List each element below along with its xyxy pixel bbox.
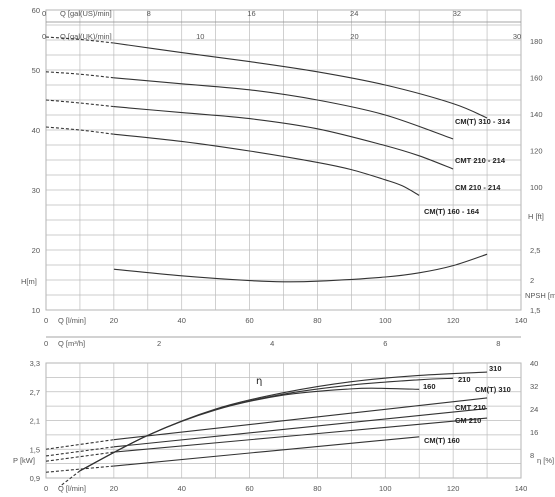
power-x-tick-label: 40 xyxy=(178,484,186,493)
gal-uk-tick-label: 30 xyxy=(513,32,521,41)
m3h-tick-label: 0 xyxy=(44,339,48,348)
gal-uk-tick-label: 10 xyxy=(196,32,204,41)
power-x-tick-label: 0 xyxy=(44,484,48,493)
head-curve-cmt-210-214 xyxy=(113,77,454,140)
power-x-tick-label: 100 xyxy=(379,484,392,493)
eta-y-tick-label: 16 xyxy=(530,428,538,437)
m3h-tick-label: 6 xyxy=(383,339,387,348)
gal-us-tick-label: 16 xyxy=(247,9,255,18)
head-axis-label: H[m] xyxy=(21,277,37,286)
power-curve-label: 210 xyxy=(458,375,471,384)
power-curve-label: CMT 210 xyxy=(455,403,486,412)
head-x-tick-label: 120 xyxy=(447,316,460,325)
head-curve-label: CM(T) 310 - 314 xyxy=(455,117,511,126)
head-x-tick-label: 40 xyxy=(178,316,186,325)
ft-y-tick-label: 180 xyxy=(530,37,543,46)
head-curve-cm-t-160-164 xyxy=(113,133,420,196)
eta-y-tick-label: 40 xyxy=(530,359,538,368)
efficiency-curve-210 xyxy=(79,377,454,472)
head-x-tick-label: 60 xyxy=(245,316,253,325)
npsh-y-tick-label: 2,5 xyxy=(530,246,540,255)
power-y-tick-label: 1,5 xyxy=(30,445,40,454)
head-x-tick-label: 80 xyxy=(313,316,321,325)
power-curve-cm-t-160 xyxy=(113,436,420,467)
efficiency-curve-extrapolation xyxy=(59,470,81,488)
gal-us-tick-label: 8 xyxy=(147,9,151,18)
head-y-tick-label: 50 xyxy=(32,66,40,75)
top-axis-us-label: Q [gal(US)/min] xyxy=(60,9,112,18)
head-curve-cm-t-310-314-extrapolation xyxy=(45,36,114,44)
head-x-tick-label: 140 xyxy=(515,316,528,325)
power-curve-label: CM(T) 160 xyxy=(424,436,460,445)
ft-y-tick-label: 100 xyxy=(530,183,543,192)
head-curve-cm-t-160-164-extrapolation xyxy=(45,126,114,135)
power-x-tick-label: 80 xyxy=(313,484,321,493)
head-curve-label: CM 210 - 214 xyxy=(455,183,501,192)
power-axis-label: P [kW] xyxy=(13,456,35,465)
top-x-axis-label: Q [l/min] xyxy=(58,316,86,325)
power-curve-label: CM 210 xyxy=(455,416,481,425)
head-curve-cm-210-214-extrapolation xyxy=(45,99,114,108)
eta-y-tick-label: 24 xyxy=(530,405,538,414)
power-x-tick-label: 60 xyxy=(245,484,253,493)
head-y-tick-label: 10 xyxy=(32,306,40,315)
power-y-tick-label: 2,1 xyxy=(30,417,40,426)
eta-symbol-label: η xyxy=(256,376,262,387)
ft-y-tick-label: 140 xyxy=(530,110,543,119)
power-y-tick-label: 3,3 xyxy=(30,359,40,368)
npsh-y-tick-label: 1,5 xyxy=(530,306,540,315)
bottom-x-axis-label: Q [l/min] xyxy=(58,484,86,493)
gal-us-tick-label: 32 xyxy=(453,9,461,18)
top-axis-uk-label: Q [gal(UK)/min] xyxy=(60,32,112,41)
gal-uk-tick-label: 20 xyxy=(350,32,358,41)
npsh-y-tick-label: 2 xyxy=(530,276,534,285)
head-y-tick-label: 60 xyxy=(32,6,40,15)
head-x-tick-label: 100 xyxy=(379,316,392,325)
ft-y-tick-label: 120 xyxy=(530,147,543,156)
eta-y-tick-label: 32 xyxy=(530,382,538,391)
power-x-tick-label: 20 xyxy=(110,484,118,493)
head-curve-cmt-210-214-extrapolation xyxy=(45,71,114,79)
m3h-tick-label: 2 xyxy=(157,339,161,348)
head-curve-npsh xyxy=(113,253,488,283)
power-x-tick-label: 120 xyxy=(447,484,460,493)
power-curve-cmt-210 xyxy=(113,407,488,448)
head-x-tick-label: 0 xyxy=(44,316,48,325)
gal-uk-tick-label: 0 xyxy=(42,32,46,41)
m3h-axis-label: Q [m³/h] xyxy=(58,339,85,348)
head-curve-label: CMT 210 - 214 xyxy=(455,156,506,165)
power-curve-cm-210 xyxy=(113,417,488,453)
power-curve-label: 160 xyxy=(423,382,436,391)
ft-axis-label: H [ft] xyxy=(528,212,544,221)
ft-y-tick-label: 160 xyxy=(530,73,543,82)
head-y-tick-label: 30 xyxy=(32,186,40,195)
power-curve-label: 310 xyxy=(489,364,502,373)
eta-axis-label: η [%] xyxy=(537,456,554,465)
eta-y-tick-label: 8 xyxy=(530,451,534,460)
npsh-axis-label: NPSH [m] xyxy=(525,291,555,300)
head-y-tick-label: 20 xyxy=(32,246,40,255)
head-curve-label: CM(T) 160 - 164 xyxy=(424,207,480,216)
power-curve-cm-t-310 xyxy=(113,397,488,441)
power-curve-label: CM(T) 310 xyxy=(475,385,511,394)
power-x-tick-label: 140 xyxy=(515,484,528,493)
power-y-tick-label: 0,9 xyxy=(30,474,40,483)
power-y-tick-label: 2,7 xyxy=(30,388,40,397)
gal-us-tick-label: 24 xyxy=(350,9,358,18)
head-curve-cm-210-214 xyxy=(113,106,454,170)
m3h-tick-label: 8 xyxy=(496,339,500,348)
gal-us-tick-label: 0 xyxy=(42,9,46,18)
m3h-tick-label: 4 xyxy=(270,339,274,348)
head-x-tick-label: 20 xyxy=(110,316,118,325)
head-curve-cm-t-310-314 xyxy=(113,42,488,119)
head-y-tick-label: 40 xyxy=(32,126,40,135)
